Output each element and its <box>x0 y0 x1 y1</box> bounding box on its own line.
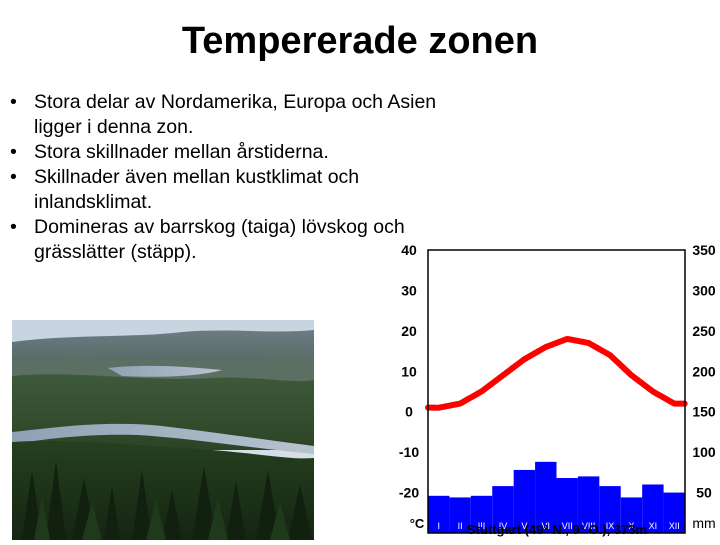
precip-unit-label: mm <box>692 515 715 531</box>
forest-landscape-image <box>12 320 314 540</box>
month-label: V <box>521 521 527 531</box>
bullet-list: • Stora delar av Nordamerika, Europa och … <box>8 90 448 265</box>
precip-tick-label: 50 <box>696 485 712 501</box>
bullet-dot: • <box>10 141 17 163</box>
temp-tick-label: 40 <box>401 242 417 258</box>
month-label: IX <box>606 521 615 531</box>
bullet-item: • Stora delar av Nordamerika, Europa och … <box>8 90 448 140</box>
temperature-line <box>425 335 688 411</box>
bullet-text: Stora skillnader mellan årstiderna. <box>34 141 329 163</box>
month-label: XI <box>649 521 658 531</box>
month-label: II <box>458 521 463 531</box>
bullet-text: Stora delar av Nordamerika, Europa och A… <box>34 91 437 138</box>
precip-bar <box>556 478 578 533</box>
precip-tick-label: 100 <box>692 444 716 460</box>
bullet-dot: • <box>10 216 17 238</box>
precip-bar <box>599 486 621 533</box>
month-label: VI <box>542 521 551 531</box>
temp-unit-label: °C <box>410 516 425 531</box>
temp-tick-label: -10 <box>399 444 419 460</box>
chart-caption: Stuttgart (49° N., 9° O.), 373m <box>467 522 647 537</box>
precip-bar <box>620 497 643 533</box>
slide-title: Tempererade zonen <box>181 20 539 62</box>
climate-diagram: 40 30 20 10 0 -10 -20 350 300 250 200 150 100 50 I II II… <box>385 230 720 540</box>
precip-bar <box>449 497 471 533</box>
month-label: VIII <box>582 521 596 531</box>
precip-bar <box>577 476 600 533</box>
bullet-text: Domineras av barrskog (taiga) lövskog oc… <box>34 216 405 263</box>
bullet-item: • Domineras av barrskog (taiga) lövskog o… <box>8 215 448 265</box>
temp-tick-label: 10 <box>401 363 417 379</box>
month-label: XII <box>669 521 680 531</box>
precip-bar <box>470 495 493 533</box>
month-label: VII <box>562 521 573 531</box>
bullet-item: • Stora skillnader mellan årstiderna. <box>8 140 448 165</box>
precip-bar <box>513 469 536 533</box>
precip-bar <box>428 495 450 533</box>
temp-tick-label: 30 <box>401 282 417 298</box>
precip-tick-label: 200 <box>692 363 716 379</box>
precip-tick-label: 150 <box>692 404 716 420</box>
precip-bar <box>642 484 664 533</box>
month-label: IV <box>499 521 508 531</box>
bullet-text: Skillnader även mellan kustklimat och in… <box>34 166 360 213</box>
bullet-dot: • <box>10 91 17 113</box>
plot-frame <box>427 249 686 534</box>
bullet-item: • Skillnader även mellan kustklimat och i… <box>8 165 448 215</box>
temp-tick-label: -20 <box>399 485 419 501</box>
temp-tick-label: 0 <box>405 404 413 420</box>
bullet-dot: • <box>10 166 17 188</box>
month-label: X <box>628 521 634 531</box>
precip-bar <box>492 486 514 533</box>
month-label: I <box>437 521 440 531</box>
precip-bar <box>535 461 557 533</box>
precip-bar <box>663 492 685 533</box>
precip-tick-label: 300 <box>692 282 716 298</box>
precip-tick-label: 350 <box>692 242 716 258</box>
month-label: III <box>478 521 486 531</box>
forest-landscape-photo <box>12 320 314 540</box>
temp-tick-label: 20 <box>401 323 417 339</box>
precip-tick-label: 250 <box>692 323 716 339</box>
